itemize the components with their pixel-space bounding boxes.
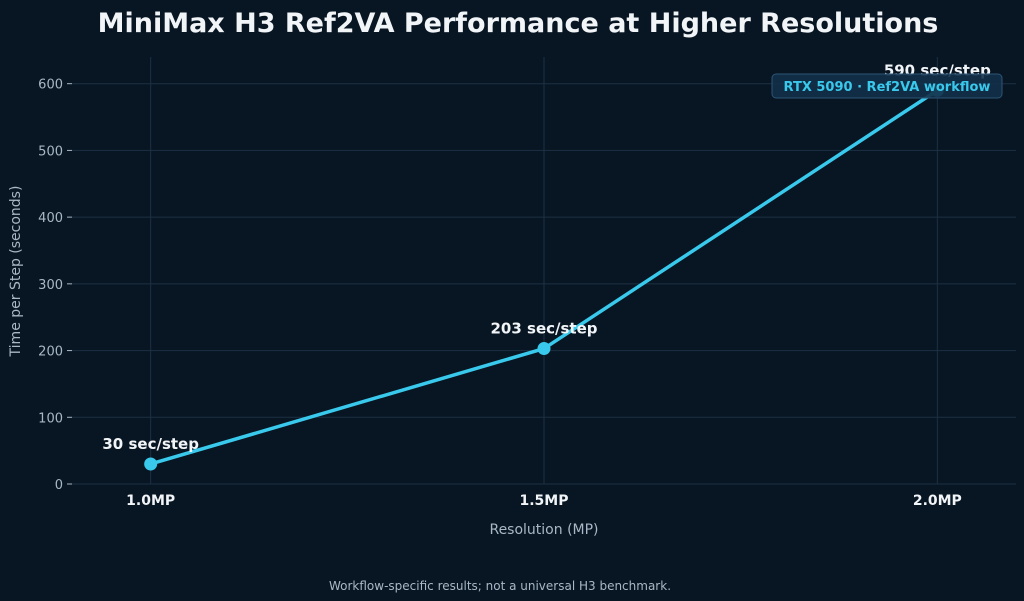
y-tick-label: 600 [38, 78, 63, 93]
x-axis-label: Resolution (MP) [489, 522, 598, 538]
y-tick-label: 0 [55, 478, 63, 493]
x-tick-label: 2.0MP [913, 493, 962, 509]
badge-background [771, 73, 1003, 99]
axes: 0 100 200 300 400 500 600 1.0MP 1.5MP 2.0MP [38, 78, 962, 509]
grid [72, 57, 1016, 485]
data-label: 30 sec/step [102, 435, 199, 453]
data-point [144, 457, 158, 471]
badge: RTX 5090 · Ref2VA workflow [771, 73, 1003, 99]
chart-title: MiniMax H3 Ref2VA Performance at Higher … [98, 8, 939, 39]
y-tick-label: 400 [38, 211, 63, 226]
footnote: Workflow-specific results; not a univers… [329, 579, 671, 593]
badge-text: RTX 5090 · Ref2VA workflow [784, 80, 991, 95]
data-label: 203 sec/step [490, 320, 597, 338]
y-tick-label: 100 [38, 411, 63, 426]
x-tick-label: 1.5MP [520, 493, 569, 509]
y-axis-label: Time per Step (seconds) [8, 186, 24, 358]
y-tick-label: 500 [38, 144, 63, 159]
y-tick-label: 300 [38, 278, 63, 293]
x-tick-label: 1.0MP [126, 493, 175, 509]
data-point [537, 342, 551, 356]
y-tick-label: 200 [38, 345, 63, 360]
